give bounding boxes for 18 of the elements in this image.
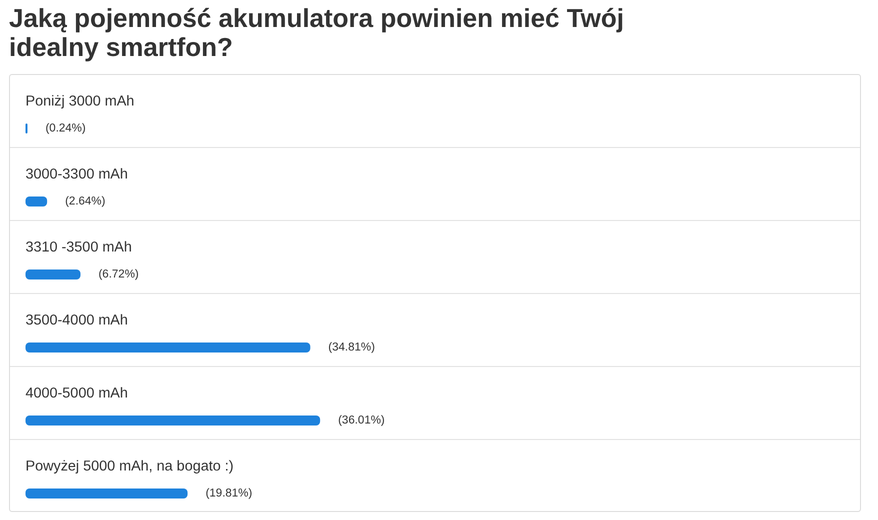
bar <box>26 270 80 280</box>
data-label: (0.24%) <box>45 122 86 134</box>
data-label: (2.64%) <box>65 196 106 208</box>
y-tick-label: 4000-5000 mAh <box>26 386 128 402</box>
chart-title: Jaką pojemność akumulatora powinien mieć Twój idealny smartfon? <box>9 3 626 62</box>
y-tick-label: Powyżej 5000 mAh, na bogato :) <box>26 458 234 474</box>
y-tick-label: 3500-4000 mAh <box>26 312 128 328</box>
bar <box>26 416 320 426</box>
data-label: (34.81%) <box>328 342 376 354</box>
y-tick-label: Poniżj 3000 mAh <box>26 94 134 110</box>
y-tick-label: 3310 -3500 mAh <box>26 240 132 256</box>
bar <box>26 342 310 352</box>
data-label: (36.01%) <box>338 414 385 426</box>
bar <box>26 488 188 498</box>
bar <box>26 196 48 206</box>
data-label: (19.81%) <box>206 488 252 500</box>
y-tick-label: 3000-3300 mAh <box>26 166 128 182</box>
data-label: (6.72%) <box>98 268 139 280</box>
